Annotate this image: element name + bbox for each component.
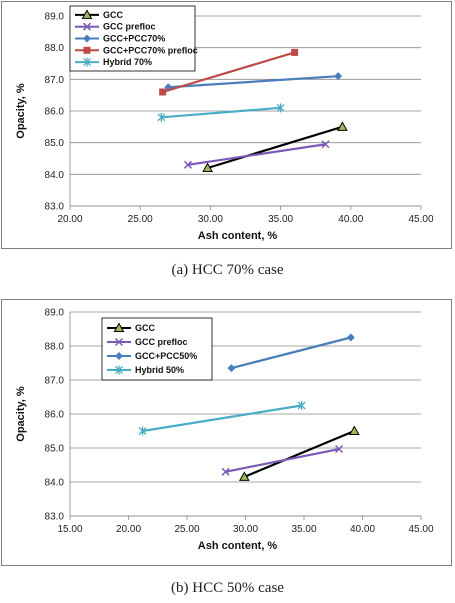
data-point: [335, 444, 344, 454]
x-tick-label: 25.00: [174, 524, 199, 535]
x-tick-label: 45.00: [408, 524, 433, 535]
series-2: [227, 333, 355, 373]
data-point: [337, 121, 348, 131]
legend-marker: [83, 57, 91, 67]
legend-marker: [83, 34, 91, 43]
legend-label: GCC: [135, 323, 156, 333]
series-line: [231, 336, 352, 370]
series-line: [243, 429, 355, 478]
series-line: [187, 143, 326, 166]
x-tick-label: 20.00: [116, 524, 141, 535]
data-point: [291, 48, 299, 56]
chart-panel-a: 83.0 84.0 85.0 86.0 87.0 88.0 89.0 20.00 25.00 30…: [1, 1, 452, 249]
data-point: [346, 333, 355, 342]
series-1: [183, 140, 330, 169]
legend-marker: [83, 46, 91, 54]
legend-label: GCC prefloc: [135, 337, 188, 347]
x-tick-label: 30.00: [198, 214, 223, 225]
y-tick-label: 89.0: [45, 12, 65, 23]
data-point: [202, 162, 213, 172]
series-0: [202, 121, 348, 172]
y-tick-label: 85.0: [45, 138, 65, 149]
series-4: [157, 103, 285, 122]
series-line: [142, 404, 302, 433]
legend-label: GCC+PCC50%: [135, 351, 197, 361]
series-0: [238, 425, 360, 481]
chart-a-svg: 83.0 84.0 85.0 86.0 87.0 88.0 89.0 20.00 25.00 30…: [15, 5, 434, 242]
legend-marker: [82, 22, 92, 31]
x-tick-label: 15.00: [57, 524, 82, 535]
y-tick-label: 87.0: [45, 75, 65, 86]
x-axis-title: Ash content, %: [198, 540, 278, 552]
y-tick-label: 85.0: [45, 444, 65, 455]
x-tick-label: 35.00: [291, 524, 316, 535]
y-tick-label: 86.0: [45, 410, 65, 421]
series-3: [159, 48, 299, 96]
legend-marker: [115, 365, 123, 375]
x-tick-label: 35.00: [268, 214, 293, 225]
legend-marker: [81, 9, 93, 19]
legend-label: GCC prefloc: [103, 22, 156, 32]
data-point: [238, 471, 250, 481]
y-tick-label: 84.0: [45, 478, 65, 489]
series-line: [162, 51, 295, 94]
data-point: [138, 426, 147, 436]
y-tick-label: 89.0: [45, 308, 65, 319]
data-point: [159, 88, 167, 96]
series-line: [161, 106, 281, 119]
y-tick-label: 83.0: [45, 202, 65, 213]
y-tick-label: 86.0: [45, 107, 65, 118]
y-axis-title: Opacity, %: [15, 83, 27, 139]
legend-label: GCC+PCC70% prefloc: [103, 45, 198, 55]
x-tick-label: 40.00: [350, 524, 375, 535]
legend-marker: [115, 352, 123, 360]
data-point: [183, 160, 192, 169]
y-axis-title: Opacity, %: [15, 386, 27, 442]
x-axis-title: Ash content, %: [198, 230, 278, 242]
data-point: [276, 103, 285, 113]
y-tick-label: 83.0: [45, 512, 65, 523]
series-line: [168, 75, 339, 89]
y-tick-label: 87.0: [45, 376, 65, 387]
chart-panel-b: 83.0 84.0 85.0 86.0 87.0 88.0 89.0 15.00 20.00 25…: [1, 299, 452, 566]
y-tick-label: 88.0: [45, 342, 65, 353]
legend-label: GCC+PCC70%: [103, 34, 165, 44]
series-1: [221, 444, 344, 476]
legend-marker: [113, 322, 125, 332]
y-tick-label: 88.0: [45, 43, 65, 54]
legend: GCC GCC prefloc GCC+PCC70%GCC+PCC70% prefl…: [69, 5, 198, 72]
data-point: [221, 467, 230, 476]
x-tick-label: 25.00: [128, 214, 153, 225]
data-point: [227, 364, 236, 373]
legend-label: Hybrid 50%: [135, 365, 184, 375]
data-point: [157, 112, 166, 122]
caption-a: (a) HCC 70% case: [171, 262, 284, 278]
chart-b-svg: 83.0 84.0 85.0 86.0 87.0 88.0 89.0 15.00 20.00 25…: [15, 308, 434, 553]
series-line: [207, 125, 343, 170]
legend-label: Hybrid 70%: [103, 57, 152, 67]
caption-b: (b) HCC 50% case: [171, 580, 284, 596]
legend: GCC GCC prefloc GCC+PCC50% Hybrid 50%: [101, 317, 213, 381]
x-tick-label: 20.00: [57, 214, 82, 225]
legend-label: GCC: [103, 10, 124, 20]
data-point: [334, 72, 343, 81]
data-point: [321, 140, 330, 149]
data-point: [348, 425, 360, 435]
y-tick-label: 84.0: [45, 170, 65, 181]
series-line: [225, 447, 340, 473]
series-3: [138, 401, 306, 436]
series-2: [164, 72, 343, 92]
x-tick-label: 45.00: [408, 214, 433, 225]
x-tick-label: 40.00: [338, 214, 363, 225]
x-tick-label: 30.00: [233, 524, 258, 535]
legend-marker: [114, 337, 124, 347]
data-point: [297, 401, 306, 410]
